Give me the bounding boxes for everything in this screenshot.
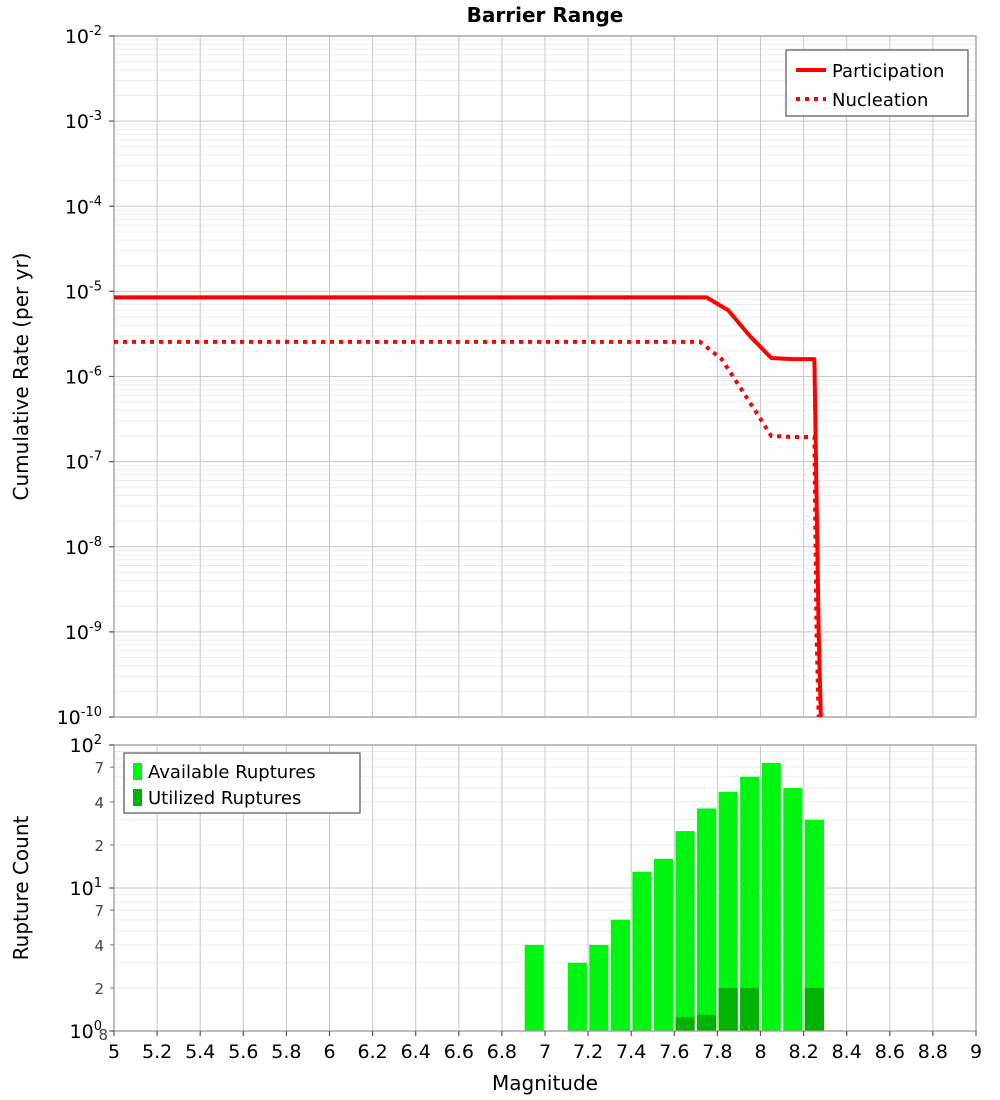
ytick-label-minor: 4 [94, 937, 104, 955]
ytick-label-bottom: 101 [70, 876, 102, 900]
ytick-label-minor: 8 [98, 1026, 108, 1044]
legend-label-participation: Participation [832, 61, 944, 82]
bar-available [740, 776, 760, 1031]
ytick-label-minor: 7 [94, 759, 104, 777]
ytick-label-top: 10-3 [65, 109, 102, 133]
xtick-label: 8.2 [788, 1041, 818, 1063]
xtick-label: 5 [108, 1041, 120, 1063]
ytick-label-minor: 4 [94, 794, 104, 812]
xtick-label: 7.2 [573, 1041, 603, 1063]
xtick-label: 6.2 [357, 1041, 387, 1063]
xtick-label: 8.8 [918, 1041, 948, 1063]
ytick-label-top: 10-6 [65, 365, 102, 389]
ytick-label-minor: 7 [94, 902, 104, 920]
bar-available [567, 962, 587, 1031]
xtick-label: 8.4 [832, 1041, 862, 1063]
bar-utilized [697, 1014, 717, 1031]
series-line-nucleation [114, 339, 821, 718]
bar-available [675, 831, 695, 1031]
xtick-label: 7 [539, 1041, 551, 1063]
bar-available [804, 819, 824, 1031]
ytick-label-top: 10-7 [65, 450, 102, 474]
xtick-label: 5.2 [142, 1041, 172, 1063]
ytick-label-bottom: 100 [70, 1019, 102, 1043]
xtick-label: 6 [323, 1041, 335, 1063]
bar-utilized [718, 987, 738, 1031]
bottom-ytick-labels: 102 101 100 7 4 2 7 4 2 8 [70, 733, 114, 1044]
legend-label-available-ruptures: Available Ruptures [148, 762, 316, 783]
bar-available [524, 944, 544, 1031]
series-line-participation [114, 295, 823, 718]
bottom-panel: 102 101 100 7 4 2 7 4 2 8 Rupture Count Available R… [9, 733, 982, 1095]
xtick-label: 8 [754, 1041, 766, 1063]
ytick-label-top: 10-10 [57, 705, 102, 729]
top-panel: 10-2 10-3 10-4 10-5 10-6 10-7 10-8 10-9 10-10 Cum… [9, 3, 977, 729]
bar-available [632, 871, 652, 1031]
xtick-label: 6.6 [444, 1041, 474, 1063]
xtick-label: 6.8 [487, 1041, 517, 1063]
legend-swatch-available [133, 763, 142, 780]
bar-available [697, 808, 717, 1031]
ytick-label-top: 10-5 [65, 279, 102, 303]
ytick-label-top: 10-2 [65, 24, 102, 48]
legend-box-top [785, 49, 969, 117]
bar-utilized [740, 987, 760, 1031]
ytick-label-minor: 2 [94, 837, 104, 855]
bar-utilized [675, 1017, 695, 1031]
legend-label-utilized-ruptures: Utilized Ruptures [148, 788, 301, 809]
top-grid-major [113, 35, 977, 718]
xtick-label: 5.4 [185, 1041, 215, 1063]
ytick-label-minor: 2 [94, 980, 104, 998]
bar-available [761, 762, 781, 1031]
ytick-label-bottom: 102 [70, 733, 102, 757]
bar-available [718, 791, 738, 1031]
xtick-label: 5.8 [271, 1041, 301, 1063]
bottom-legend: Available Ruptures Utilized Ruptures [123, 752, 361, 814]
top-ytick-labels: 10-2 10-3 10-4 10-5 10-6 10-7 10-8 10-9 10-10 [57, 24, 114, 729]
bottom-grid-major [113, 744, 977, 1032]
legend-box-bottom [123, 752, 361, 814]
ytick-label-top: 10-9 [65, 620, 102, 644]
x-axis: 5 5.2 5.4 5.6 5.8 6 6.2 6.4 6.6 6.8 7 7.2 7.4 7.6 7.8 8… [108, 1031, 982, 1095]
ytick-label-top: 10-8 [65, 535, 102, 559]
bars [524, 762, 824, 1031]
x-axis-label: Magnitude [492, 1071, 598, 1095]
xtick-label: 8.6 [875, 1041, 905, 1063]
top-y-axis-label: Cumulative Rate (per yr) [9, 253, 33, 501]
xtick-label: 7.6 [659, 1041, 689, 1063]
top-series [114, 295, 823, 718]
xtick-label: 5.6 [228, 1041, 258, 1063]
xtick-label: 7.4 [616, 1041, 646, 1063]
bar-available [783, 788, 803, 1031]
xtick-label: 7.8 [702, 1041, 732, 1063]
bar-available [610, 919, 630, 1031]
chart-title: Barrier Range [467, 3, 624, 27]
bar-available [653, 858, 674, 1031]
bottom-y-axis-label: Rupture Count [9, 815, 33, 960]
ytick-label-top: 10-4 [65, 194, 102, 218]
xtick-label: 6.4 [401, 1041, 431, 1063]
legend-swatch-utilized [133, 789, 142, 806]
top-legend: Participation Nucleation [785, 49, 969, 117]
xtick-label: 9 [970, 1041, 982, 1063]
legend-label-nucleation: Nucleation [832, 90, 928, 111]
bar-available [589, 944, 609, 1031]
bar-utilized [804, 987, 824, 1031]
